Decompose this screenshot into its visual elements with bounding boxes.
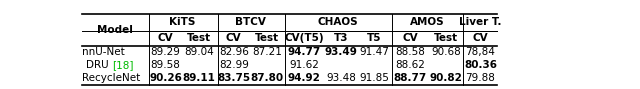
Text: CV(T5): CV(T5)	[284, 33, 324, 43]
Text: 79.88: 79.88	[465, 73, 495, 83]
Text: 87.21: 87.21	[252, 47, 282, 57]
Text: 89.29: 89.29	[150, 47, 180, 57]
Text: 80.36: 80.36	[464, 60, 497, 70]
Text: KiTS: KiTS	[170, 17, 196, 27]
Text: 94.92: 94.92	[287, 73, 321, 83]
Text: 83.75: 83.75	[217, 73, 250, 83]
Text: 94.77: 94.77	[287, 47, 321, 57]
Text: CV: CV	[226, 33, 241, 43]
Text: CHAOS: CHAOS	[317, 17, 358, 27]
Text: 93.48: 93.48	[326, 73, 356, 83]
Text: 87.80: 87.80	[250, 73, 284, 83]
Text: 88.62: 88.62	[395, 60, 425, 70]
Text: 90.82: 90.82	[429, 73, 462, 83]
Text: RecycleNet: RecycleNet	[83, 73, 141, 83]
Text: Model: Model	[97, 25, 132, 35]
Text: 89.58: 89.58	[150, 60, 180, 70]
Text: Test: Test	[434, 33, 458, 43]
Text: 93.49: 93.49	[324, 47, 358, 57]
Text: T3: T3	[334, 33, 348, 43]
Text: nnU-Net: nnU-Net	[83, 47, 125, 57]
Text: 90.68: 90.68	[431, 47, 461, 57]
Text: BTCV: BTCV	[236, 17, 266, 27]
Text: 91.62: 91.62	[289, 60, 319, 70]
Text: CV: CV	[473, 33, 488, 43]
Text: 82.96: 82.96	[219, 47, 249, 57]
Text: DRU: DRU	[86, 60, 112, 70]
Text: Test: Test	[255, 33, 279, 43]
Text: 90.26: 90.26	[149, 73, 182, 83]
Text: 82.99: 82.99	[219, 60, 249, 70]
Text: 88.58: 88.58	[395, 47, 425, 57]
Text: 91.47: 91.47	[360, 47, 389, 57]
Text: 89.04: 89.04	[184, 47, 214, 57]
Text: 88.77: 88.77	[393, 73, 426, 83]
Text: CV: CV	[157, 33, 173, 43]
Text: 89.11: 89.11	[182, 73, 216, 83]
Text: AMOS: AMOS	[410, 17, 444, 27]
Text: [18]: [18]	[112, 60, 134, 70]
Text: 91.85: 91.85	[360, 73, 389, 83]
Text: CV: CV	[402, 33, 418, 43]
Text: 78,84: 78,84	[465, 47, 495, 57]
Text: T5: T5	[367, 33, 381, 43]
Text: Liver T.: Liver T.	[458, 17, 501, 27]
Text: Test: Test	[187, 33, 211, 43]
